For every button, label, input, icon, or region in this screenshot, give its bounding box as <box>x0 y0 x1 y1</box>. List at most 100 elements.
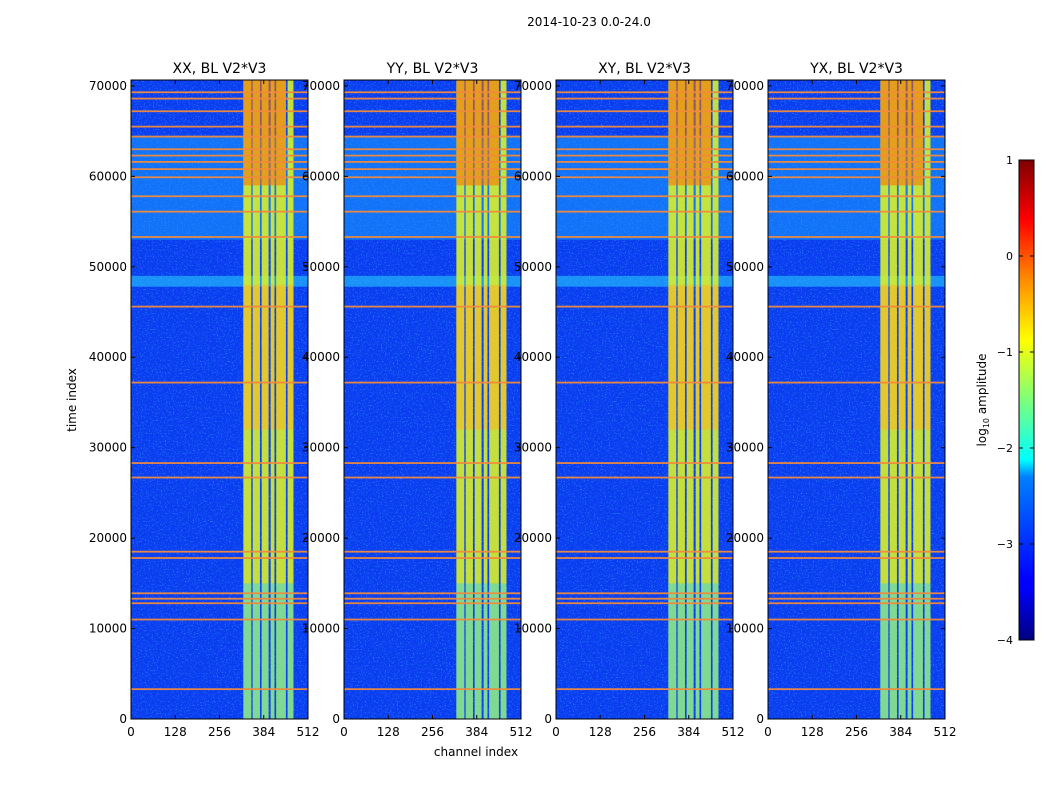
panel-title: XY, BL V2*V3 <box>598 61 691 77</box>
colorbar-label: log10 amplitude <box>975 354 991 447</box>
flagged-row <box>768 602 945 605</box>
y-tick-label: 50000 <box>726 260 764 274</box>
rfi-band-low <box>465 583 473 719</box>
flagged-row <box>131 557 308 559</box>
flagged-row <box>768 688 945 691</box>
x-tick-label: 0 <box>127 725 135 739</box>
flagged-row <box>131 110 308 113</box>
y-tick-label: 20000 <box>89 531 127 545</box>
colorbar-tick-label: −4 <box>997 634 1013 647</box>
rfi-band-low <box>270 583 275 719</box>
y-tick-label: 10000 <box>726 622 764 636</box>
daytime-band <box>131 275 308 287</box>
rfi-band-peak <box>287 284 294 430</box>
y-tick-label: 40000 <box>514 350 552 364</box>
daytime-band <box>344 275 521 287</box>
rfi-band-peak <box>898 284 906 430</box>
flagged-row <box>131 91 308 94</box>
flagged-row <box>131 210 308 213</box>
colorbar-tick-label: 1 <box>1006 154 1013 167</box>
flagged-row <box>768 176 945 179</box>
flagged-row <box>768 557 945 559</box>
rfi-band-peak <box>500 284 507 430</box>
y-tick-label: 60000 <box>302 169 340 183</box>
flagged-row <box>768 462 945 464</box>
rfi-band-low <box>913 583 923 719</box>
flagged-row <box>556 110 733 113</box>
flagged-row <box>556 176 733 179</box>
rfi-band-peak <box>483 284 488 430</box>
flagged-row <box>344 592 521 595</box>
rfi-band-peak <box>270 284 275 430</box>
x-tick-label: 0 <box>552 725 560 739</box>
flagged-row <box>768 168 945 171</box>
y-tick-label: 70000 <box>726 79 764 93</box>
x-tick-label: 256 <box>633 725 656 739</box>
colorbar-tick-label: −1 <box>997 346 1013 359</box>
rfi-band-top <box>456 80 499 186</box>
y-tick-label: 20000 <box>514 531 552 545</box>
rfi-band-low <box>924 583 931 719</box>
rfi-band-peak <box>243 284 252 430</box>
colorbar-tick-label: 0 <box>1006 250 1013 263</box>
flagged-row <box>131 305 308 308</box>
flagged-row <box>556 557 733 559</box>
flagged-row <box>768 91 945 94</box>
rfi-band-low <box>483 583 488 719</box>
x-tick-label: 256 <box>845 725 868 739</box>
flagged-row <box>344 125 521 128</box>
y-tick-label: 70000 <box>302 79 340 93</box>
flagged-row <box>768 161 945 163</box>
y-tick-label: 20000 <box>726 531 764 545</box>
rfi-band-peak <box>924 284 931 430</box>
y-tick-label: 30000 <box>89 441 127 455</box>
flagged-row <box>131 618 308 621</box>
flagged-row <box>344 550 521 553</box>
flagged-row <box>768 236 945 238</box>
rfi-band-peak <box>677 284 685 430</box>
rfi-band-peak <box>668 284 677 430</box>
flagged-row <box>768 125 945 128</box>
x-tick-label: 128 <box>377 725 400 739</box>
flagged-row <box>768 110 945 113</box>
flagged-row <box>344 176 521 179</box>
flagged-row <box>768 550 945 553</box>
flagged-row <box>344 602 521 605</box>
x-axis-label: channel index <box>434 745 518 759</box>
y-tick-label: 50000 <box>89 260 127 274</box>
flagged-row <box>344 148 521 151</box>
y-tick-label: 60000 <box>89 169 127 183</box>
flagged-row <box>556 210 733 213</box>
rfi-band-peak <box>889 284 897 430</box>
flagged-row <box>556 168 733 171</box>
rfi-band-low <box>287 583 294 719</box>
x-tick-label: 384 <box>252 725 275 739</box>
y-tick-label: 30000 <box>302 441 340 455</box>
rfi-band-low <box>456 583 465 719</box>
y-tick-label: 10000 <box>302 622 340 636</box>
x-tick-label: 0 <box>764 725 772 739</box>
rfi-band-low <box>252 583 260 719</box>
flagged-row <box>556 97 733 100</box>
y-tick-label: 50000 <box>514 260 552 274</box>
rfi-band-low <box>489 583 499 719</box>
flagged-row <box>131 97 308 100</box>
flagged-row <box>131 597 308 600</box>
rfi-band-peak <box>465 284 473 430</box>
colorbar-tick-label: −3 <box>997 538 1013 551</box>
rfi-band-low <box>701 583 711 719</box>
flagged-row <box>768 592 945 595</box>
panel-4: YX, BL V2*V3 0 128 256 384 512 0 10000 20000 3000… <box>726 61 957 739</box>
panel-1: XX, BL V2*V3 0 128 256 384 512 0 10000 20000 3000… <box>89 61 320 739</box>
x-tick-label: 384 <box>889 725 912 739</box>
flagged-row <box>768 381 945 384</box>
rfi-band-peak <box>252 284 260 430</box>
y-tick-label: 0 <box>544 712 552 726</box>
rfi-band-peak <box>701 284 711 430</box>
flagged-row <box>768 195 945 198</box>
flagged-row <box>556 618 733 621</box>
rfi-band-low <box>261 583 269 719</box>
y-tick-label: 60000 <box>726 169 764 183</box>
y-tick-label: 10000 <box>89 622 127 636</box>
flagged-row <box>131 168 308 171</box>
